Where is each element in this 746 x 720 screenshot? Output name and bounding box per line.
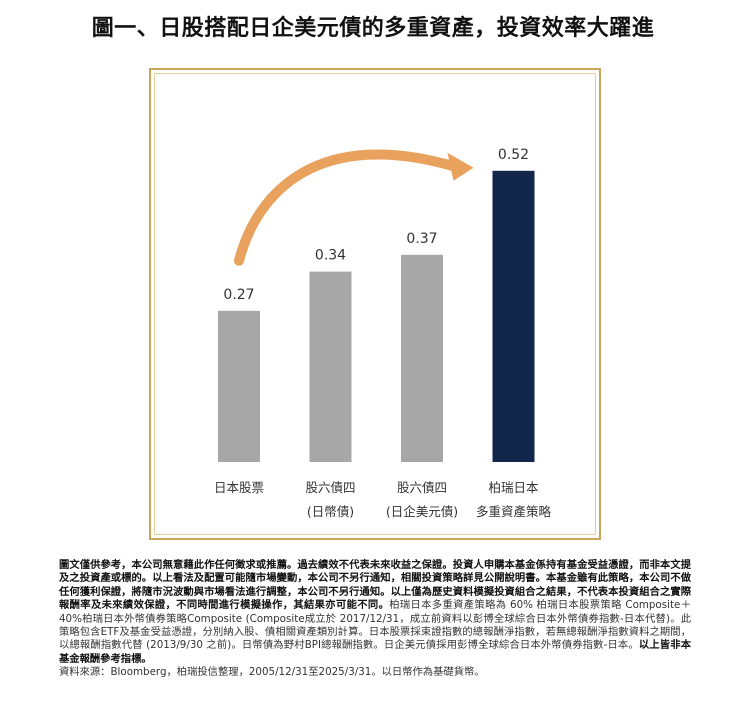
category-label: 股六債四 (305, 480, 355, 495)
bar (401, 254, 443, 462)
data-source: 資料來源：Bloomberg，柏瑞投信整理，2005/12/31至2025/3/… (59, 666, 485, 679)
disclaimer-methodology: 柏瑞日本多重資產策略為 60% 柏瑞日本股票策略 Composite＋40%柏瑞… (59, 599, 691, 652)
page-title: 圖一、日股搭配日企美元債的多重資產，投資效率大躍進 (91, 16, 655, 41)
data-label: 0.52 (498, 147, 529, 163)
category-label: 柏瑞日本 (488, 480, 539, 495)
bar (309, 271, 352, 462)
data-label: 0.27 (223, 287, 254, 303)
growth-arrow-shaft (234, 149, 461, 266)
category-label: (日企美元債) (386, 504, 458, 519)
disclaimer-bold: 圖文僅供參考，本公司無意藉此作任何徵求或推薦。過去績效不代表未來收益之保證。投資… (59, 559, 691, 612)
bar (492, 170, 535, 463)
chart-frame: 0.27 日本股票 0.34 股六債四 (日幣債) 0.37 股六債四 (日企美元債) 0.52… (149, 68, 601, 540)
bar (218, 310, 260, 462)
bar-chart: 0.27 日本股票 0.34 股六債四 (日幣債) 0.37 股六債四 (日企美元債) 0.52… (214, 147, 552, 519)
data-label: 0.37 (406, 231, 437, 247)
disclaimer-bold-end: 以上皆非本基金報酬參考指標。 (59, 639, 691, 665)
category-label: 日本股票 (214, 480, 264, 495)
data-label: 0.34 (315, 248, 346, 264)
category-label: 多重資產策略 (476, 504, 552, 519)
growth-arrow-head (447, 152, 474, 181)
category-label: 股六債四 (397, 480, 447, 495)
disclaimer-footnote: 圖文僅供參考，本公司無意藉此作任何徵求或推薦。過去績效不代表未來收益之保證。投資… (59, 559, 691, 680)
category-label: (日幣債) (307, 504, 354, 519)
